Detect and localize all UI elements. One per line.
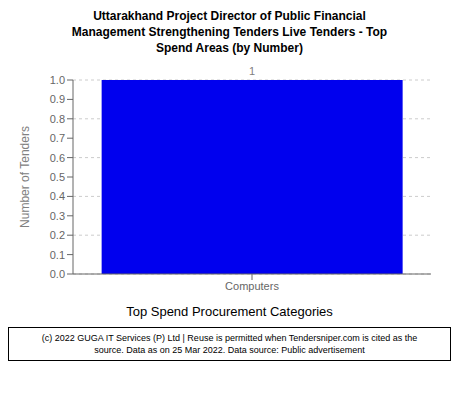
svg-text:0.9: 0.9 xyxy=(50,93,65,105)
svg-text:0.7: 0.7 xyxy=(50,132,65,144)
html-text:Top Spend Procurement Categori: Top Spend Procurement Categories xyxy=(126,304,333,319)
svg-text:0.1: 0.1 xyxy=(50,249,65,261)
svg-text:1.0: 1.0 xyxy=(50,74,65,86)
html-text:Management Strengthening Tende: Management Strengthening Tenders Live Te… xyxy=(71,25,388,39)
html-text:Uttarakhand Project Director o: Uttarakhand Project Director of Public F… xyxy=(93,9,366,23)
svg-text:0.6: 0.6 xyxy=(50,152,65,164)
svg-text:Computers: Computers xyxy=(225,280,279,292)
svg-text:0.8: 0.8 xyxy=(50,113,65,125)
svg-text:0.3: 0.3 xyxy=(50,210,65,222)
svg-text:1: 1 xyxy=(249,65,255,77)
svg-text:0.4: 0.4 xyxy=(50,190,65,202)
html-text:source. Data as on 25 Mar 2022: source. Data as on 25 Mar 2022. Data sou… xyxy=(94,345,365,355)
html-text:Spend Areas (by Number): Spend Areas (by Number) xyxy=(156,41,303,55)
svg-text:0.2: 0.2 xyxy=(50,229,65,241)
svg-text:0.0: 0.0 xyxy=(50,268,65,280)
svg-text:0.5: 0.5 xyxy=(50,171,65,183)
html-text:(c) 2022 GUGA IT Services (P): (c) 2022 GUGA IT Services (P) Ltd | Reus… xyxy=(41,333,418,343)
svg-text:Number of Tenders: Number of Tenders xyxy=(18,126,32,228)
